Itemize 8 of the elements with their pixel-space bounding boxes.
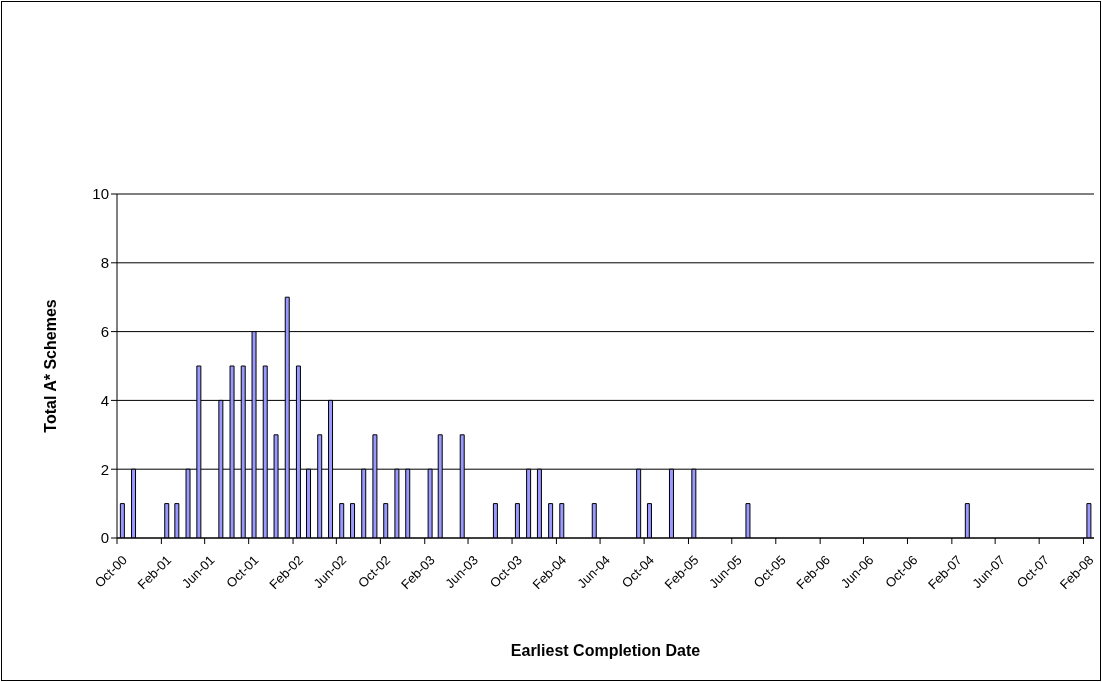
y-tick-label: 6 (100, 322, 109, 340)
x-axis-title: Earliest Completion Date (510, 642, 701, 659)
y-tick-label: 4 (100, 391, 109, 409)
y-tick-label: 2 (100, 460, 109, 478)
y-axis-title: Total A* Schemes (41, 299, 59, 433)
y-tick-label: 0 (100, 529, 109, 547)
y-tick-label: 8 (100, 254, 109, 272)
y-tick-label: 10 (92, 185, 109, 203)
